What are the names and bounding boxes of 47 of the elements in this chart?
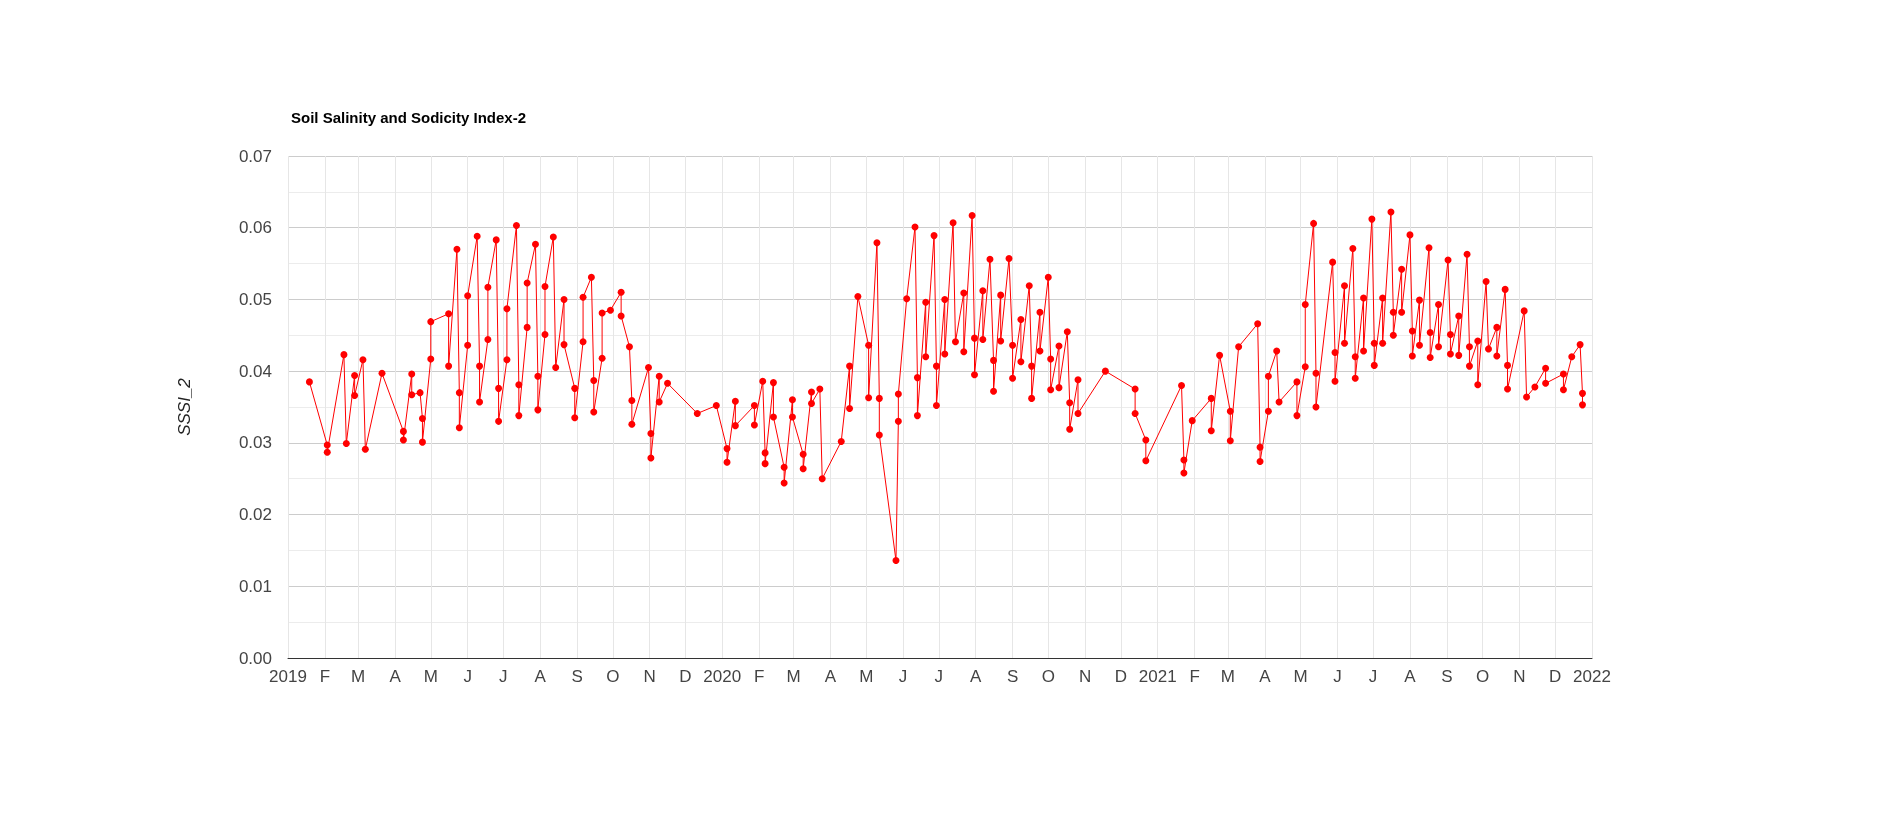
x-tick-label: 2021 <box>1138 667 1177 686</box>
x-tick-label: A <box>970 667 983 686</box>
x-tick-label: O <box>1475 667 1490 686</box>
x-tick-label: J <box>1333 667 1342 686</box>
x-tick-label: A <box>824 667 837 686</box>
y-tick-label: 0.03 <box>238 433 272 453</box>
x-tick-label: 2020 <box>703 667 742 686</box>
y-tick-label: 0.07 <box>238 146 272 166</box>
y-tick-label: 0.01 <box>238 576 272 596</box>
x-tick-label: O <box>1041 667 1055 686</box>
x-tick-label: M <box>1220 667 1236 686</box>
x-tick-label: J <box>898 667 908 686</box>
x-tick-label: J <box>934 667 944 686</box>
x-tick-label: A <box>389 667 402 686</box>
x-tick-label: F <box>753 667 765 686</box>
x-tick-label: S <box>1441 667 1453 686</box>
x-tick-label: S <box>1006 667 1019 686</box>
y-tick-label: 0.02 <box>238 505 272 525</box>
x-tick-label: M <box>1293 667 1308 686</box>
x-tick-label: N <box>1513 667 1526 686</box>
y-tick-label: 0.04 <box>238 361 272 381</box>
x-tick-label: A <box>534 667 547 686</box>
x-tick-label: D <box>1548 667 1562 686</box>
chart-title: Soil Salinity and Sodicity Index-2 <box>291 109 527 126</box>
x-tick-label: O <box>606 667 620 686</box>
y-tick-label: 0.06 <box>238 218 272 238</box>
y-axis-title: SSSI_2 <box>175 377 194 436</box>
x-tick-label: F <box>1189 667 1200 686</box>
x-tick-label: J <box>499 667 508 686</box>
x-tick-label: M <box>859 667 874 686</box>
x-tick-label: D <box>679 667 692 686</box>
x-tick-label: J <box>1368 667 1378 686</box>
x-tick-label: D <box>1114 667 1127 686</box>
x-tick-label: M <box>351 667 366 686</box>
x-tick-label: 2019 <box>269 667 307 686</box>
x-tick-label: A <box>1404 667 1417 686</box>
x-tick-label: A <box>1259 667 1272 686</box>
x-tick-label: J <box>463 667 472 686</box>
x-tick-label: M <box>423 667 438 686</box>
x-tick-label: M <box>786 667 801 686</box>
y-tick-label: 0.05 <box>238 289 272 309</box>
x-tick-label: 2022 <box>1573 667 1611 686</box>
x-tick-label: N <box>643 667 656 686</box>
x-tick-label: S <box>571 667 583 686</box>
x-tick-label: F <box>319 667 331 686</box>
x-tick-label: N <box>1079 667 1092 686</box>
y-tick-label: 0.00 <box>238 648 272 668</box>
